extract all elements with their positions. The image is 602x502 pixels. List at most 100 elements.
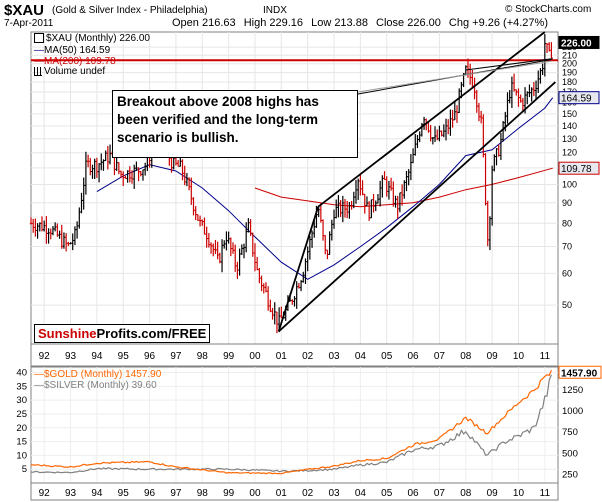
price-x-tick-label: 08	[460, 351, 472, 362]
metals-right-tick-label: 750	[562, 427, 578, 438]
metals-x-ticks: 92 93 94 95 96 97 98 99 00 01 02 03 04 05 06 07 08 09 10 11	[39, 488, 551, 499]
price-x-tick-label: 05	[381, 351, 393, 362]
price-x-tick-label: 10	[513, 351, 525, 362]
value-tag-label: 226.00	[561, 38, 592, 49]
metals-left-tick-label: 30	[16, 395, 27, 406]
metals-left-tick-label: 15	[16, 437, 27, 448]
price-y-tick-label: 200	[562, 59, 577, 69]
price-y-tick-label: 80	[562, 218, 572, 228]
metals-right-tick-label: 1000	[562, 406, 583, 417]
price-x-tick-label: 09	[487, 351, 499, 362]
metals-x-tick-label: 94	[91, 488, 103, 499]
metals-value-tag: 1457.90	[558, 365, 602, 379]
metals-x-tick-label: 93	[65, 488, 77, 499]
metals-y-ticks: 5 10 15 20 25 30 35 40 250 500 750 1000 1250	[16, 368, 583, 481]
legend-ma200: —MA(200) 109.78	[34, 56, 116, 67]
sunshine-profits-logo: SunshineProfits.com/FREE	[34, 324, 211, 343]
metals-left-tick-label: 20	[16, 423, 27, 434]
chart-date: 7-Apr-2011	[4, 18, 54, 29]
price-x-tick-label: 06	[408, 351, 420, 362]
metals-x-tick-label: 97	[170, 488, 182, 499]
price-y-tick-label: 90	[562, 198, 572, 208]
price-x-tick-label: 97	[170, 351, 182, 362]
trend-line	[278, 81, 556, 333]
value-tag-box	[558, 35, 600, 49]
metals-x-tick-label: 02	[302, 488, 314, 499]
metals-x-tick-label: 08	[460, 488, 472, 499]
metals-x-tick-label: 92	[39, 488, 51, 499]
price-x-tick-label: 94	[91, 351, 103, 362]
metals-x-tick-label: 96	[144, 488, 156, 499]
brand-part-1: Sunshine	[38, 326, 97, 341]
price-y-tick-label: 210	[562, 50, 577, 60]
low-value: Low 213.88	[311, 17, 368, 29]
price-x-ticks: 92 93 94 95 96 97 98 99 00 01 02 03 04 05 06 07 08 09 10 11	[39, 351, 551, 362]
value-tag-box	[558, 91, 600, 105]
price-y-ticks: 5060708090100110120130140150160170180190…	[562, 42, 577, 310]
ohlc-readout: Open 216.63 High 229.16 Low 213.88 Close…	[172, 17, 548, 29]
metals-x-tick-label: 98	[197, 488, 209, 499]
gold-value-tag-box	[558, 365, 602, 379]
metals-x-tick-label: 95	[118, 488, 130, 499]
value-tag-label: 109.78	[561, 164, 592, 175]
metals-gridlines	[31, 367, 558, 483]
metals-x-tick-label: 07	[434, 488, 446, 499]
price-y-tick-label: 60	[562, 268, 572, 278]
metals-x-tick-label: 99	[223, 488, 235, 499]
chart-symbol: $XAU	[4, 2, 45, 19]
price-y-tick-label: 120	[562, 148, 577, 158]
value-tag-box	[558, 161, 600, 175]
change-value: Chg +9.26 (+4.27%)	[448, 17, 548, 29]
volume-bars-icon	[34, 66, 42, 76]
legend-ma50: —MA(50) 164.59	[34, 45, 111, 56]
legend-xau-swatch	[34, 33, 44, 44]
legend-gold: —$GOLD (Monthly) 1457.90	[34, 369, 162, 380]
price-y-tick-label: 50	[562, 300, 572, 310]
metals-right-tick-label: 1250	[562, 385, 583, 396]
metals-x-tick-label: 10	[513, 488, 525, 499]
close-value: Close 226.00	[376, 17, 441, 29]
price-x-tick-label: 01	[276, 351, 288, 362]
annotation-pointer	[357, 60, 552, 93]
price-y-tick-label: 140	[562, 121, 577, 131]
price-bars	[29, 34, 553, 334]
metals-left-tick-label: 10	[16, 450, 27, 461]
chart-exchange: INDX	[263, 5, 287, 16]
chart-name: (Gold & Silver Index - Philadelphia)	[52, 5, 208, 16]
price-y-tick-label: 150	[562, 109, 577, 119]
trend-line	[317, 31, 546, 208]
legend-volume: Volume undef	[34, 66, 105, 77]
metals-x-tick-label: 09	[487, 488, 499, 499]
metals-x-axis-strip	[30, 482, 559, 501]
metals-left-tick-label: 35	[16, 381, 27, 392]
annotation-box: Breakout above 2008 highs has been verif…	[112, 90, 358, 158]
metals-x-tick-label: 11	[540, 488, 551, 499]
price-y-tick-label: 70	[562, 242, 572, 252]
price-x-tick-label: 96	[144, 351, 156, 362]
metals-x-tick-label: 06	[408, 488, 420, 499]
brand-part-2: Profits.com/FREE	[96, 326, 207, 341]
price-x-tick-label: 11	[540, 351, 551, 362]
price-x-tick-label: 00	[249, 351, 261, 362]
annotation-text: Breakout above 2008 highs has been verif…	[117, 94, 319, 145]
legend-ma50-swatch: —	[34, 45, 44, 56]
high-value: High 229.16	[243, 17, 304, 29]
price-y-tick-label: 190	[562, 68, 577, 78]
price-x-tick-label: 04	[355, 351, 367, 362]
legend-silver-swatch: —	[34, 380, 44, 391]
price-x-tick-label: 07	[434, 351, 446, 362]
metals-right-tick-label: 500	[562, 448, 578, 459]
metals-left-tick-label: 5	[22, 464, 27, 475]
metals-x-tick-label: 05	[381, 488, 393, 499]
price-x-tick-label: 02	[302, 351, 314, 362]
metals-lines	[30, 370, 552, 475]
metals-x-tick-label: 03	[328, 488, 340, 499]
legend-silver: —$SILVER (Monthly) 39.60	[34, 380, 157, 391]
metals-x-tick-label: 04	[355, 488, 367, 499]
open-value: Open 216.63	[172, 17, 236, 29]
ma50-layer	[96, 97, 554, 280]
price-y-tick-label: 100	[562, 179, 577, 189]
watermark: © StockCharts.com	[505, 4, 592, 15]
trend-lines	[31, 31, 558, 333]
price-y-tick-label: 130	[562, 134, 577, 144]
